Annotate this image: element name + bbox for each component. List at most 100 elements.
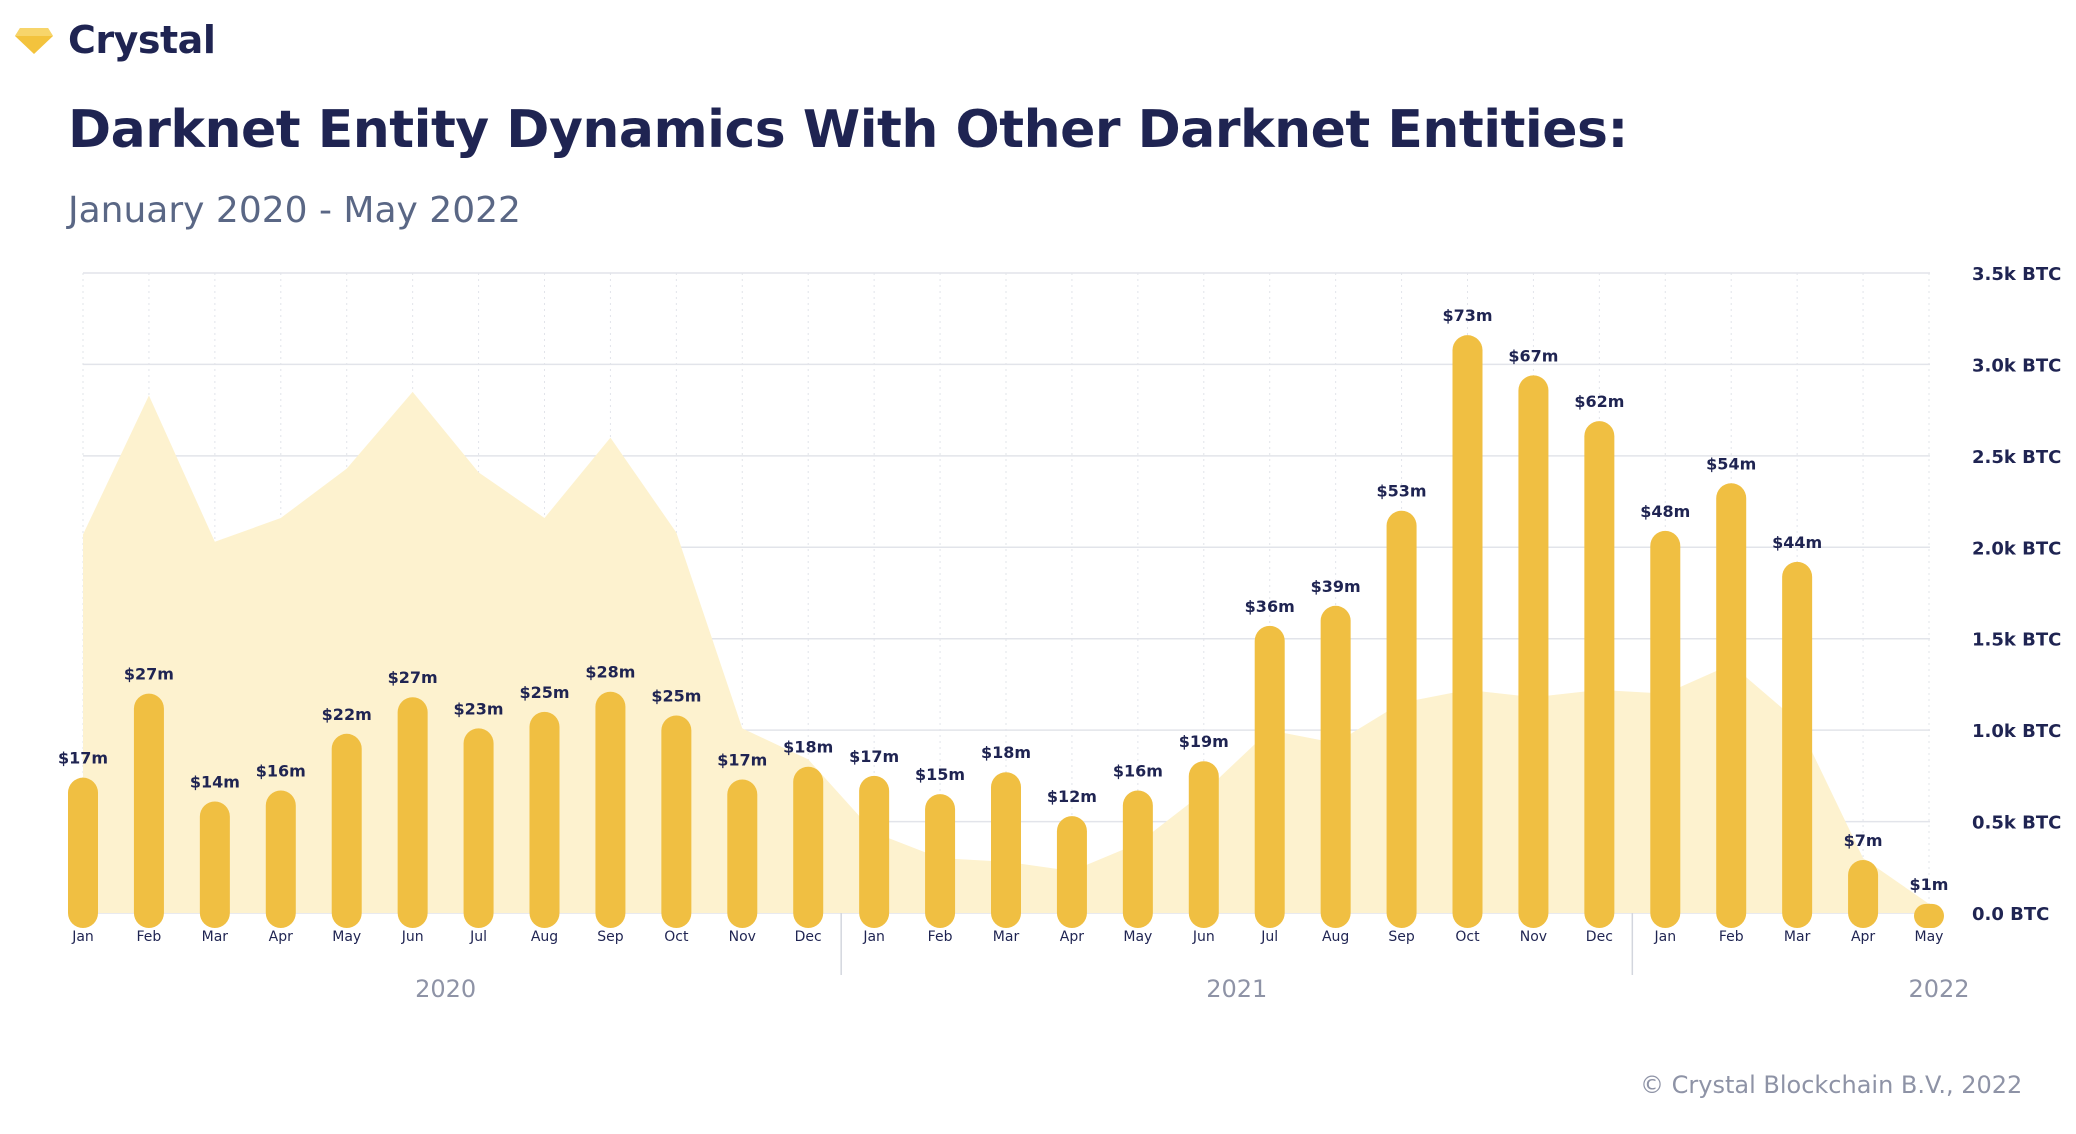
bar-value-label: $36m (1245, 597, 1295, 616)
bar (331, 733, 362, 928)
year-label: 2021 (1206, 975, 1267, 1003)
bar (1650, 530, 1681, 928)
bar-value-label: $16m (1113, 761, 1163, 780)
bar (1914, 903, 1944, 928)
bar-value-label: $62m (1574, 392, 1624, 411)
x-tick-label: Aug (1322, 929, 1349, 945)
bar (463, 728, 494, 928)
bar (265, 790, 296, 928)
bar (661, 715, 692, 928)
x-tick-label: Nov (1520, 929, 1547, 945)
page-title: Darknet Entity Dynamics With Other Darkn… (68, 100, 1628, 160)
bar-value-label: $15m (915, 765, 965, 784)
x-tick-label: Sep (1388, 929, 1415, 945)
brand-logo: Crystal (14, 18, 216, 62)
year-label: 2022 (1908, 975, 1969, 1003)
bar-value-label: $16m (256, 761, 306, 780)
bar (991, 772, 1021, 928)
bar-value-label: $1m (1910, 875, 1949, 894)
bar-value-label: $39m (1311, 577, 1361, 596)
bar-value-label: $53m (1377, 482, 1427, 501)
bar (1056, 816, 1087, 928)
x-tick-label: Jan (1653, 929, 1676, 945)
x-tick-label: May (1915, 929, 1944, 945)
bar-value-label: $54m (1706, 454, 1756, 473)
x-tick-label: Jul (469, 929, 487, 945)
bar-layer (68, 335, 1944, 929)
bar (133, 693, 164, 928)
bar-value-label: $48m (1640, 502, 1690, 521)
bar-value-label: $44m (1772, 533, 1822, 552)
bar-value-label: $17m (717, 751, 767, 770)
x-tick-label: May (332, 929, 361, 945)
x-tick-label: Mar (993, 929, 1020, 945)
x-tick-label: Apr (1060, 929, 1084, 945)
x-tick-label: Apr (1851, 929, 1875, 945)
axis-layer: 0.0 BTC 0.5k BTC 1.0k BTC 1.5k BTC 2.0k BTC 2… (71, 264, 2061, 1003)
y-tick-label: 1.0k BTC (1972, 721, 2061, 742)
x-tick-label: Jun (1192, 929, 1215, 945)
x-tick-label: Mar (1784, 929, 1811, 945)
x-tick-label: Sep (597, 929, 624, 945)
bar (1716, 483, 1747, 928)
bar (1188, 761, 1219, 928)
bar-value-label: $27m (124, 665, 174, 684)
bar (1782, 561, 1813, 928)
x-tick-label: Nov (729, 929, 756, 945)
bar-value-label: $12m (1047, 787, 1097, 806)
bar (727, 779, 758, 928)
y-tick-label: 1.5k BTC (1972, 630, 2061, 651)
bar-value-label: $18m (783, 738, 833, 757)
x-tick-label: Oct (1455, 929, 1480, 945)
bar-value-label: $28m (585, 663, 635, 682)
bar-value-label: $17m (58, 749, 108, 768)
y-tick-label: 2.0k BTC (1972, 538, 2061, 559)
bar (1518, 375, 1549, 928)
bar-value-label: $25m (651, 687, 701, 706)
bar (793, 766, 824, 928)
x-tick-label: Jan (71, 929, 94, 945)
y-tick-label: 2.5k BTC (1972, 447, 2061, 468)
bar (859, 775, 890, 928)
year-label: 2020 (415, 975, 476, 1003)
copyright-footer: © Crystal Blockchain B.V., 2022 (1640, 1071, 2023, 1099)
bar (1584, 421, 1615, 928)
bar (595, 691, 626, 928)
x-tick-label: Dec (795, 929, 822, 945)
x-tick-label: Jun (401, 929, 424, 945)
bar (1320, 605, 1351, 928)
bar (1452, 335, 1483, 929)
bar (68, 777, 98, 928)
bar-value-label: $23m (454, 699, 504, 718)
bar (397, 697, 428, 928)
bar (1254, 625, 1285, 928)
bar-value-label: $67m (1508, 346, 1558, 365)
bar-value-label: $14m (190, 772, 240, 791)
bar-value-label: $18m (981, 743, 1031, 762)
x-tick-label: May (1123, 929, 1152, 945)
bar-value-label: $17m (849, 747, 899, 766)
x-tick-label: Mar (202, 929, 229, 945)
x-tick-label: Apr (269, 929, 293, 945)
bar (1386, 510, 1417, 928)
y-tick-label: 3.0k BTC (1972, 355, 2061, 376)
y-tick-label: 3.5k BTC (1972, 264, 2061, 285)
bar-value-label: $19m (1179, 732, 1229, 751)
bar (1848, 859, 1879, 928)
bar-value-label: $25m (519, 683, 569, 702)
bar (1122, 790, 1153, 928)
bar-value-label: $22m (322, 705, 372, 724)
bar (529, 711, 560, 928)
label-layer: $17m $27m $14m $16m $22m $27m $23m $25m $28m $25m… (58, 306, 1949, 894)
x-tick-label: Feb (137, 929, 162, 945)
bar (199, 801, 230, 928)
x-tick-label: Dec (1586, 929, 1613, 945)
x-tick-label: Jul (1260, 929, 1278, 945)
y-tick-label: 0.5k BTC (1972, 813, 2061, 834)
page-subtitle: January 2020 - May 2022 (68, 190, 521, 231)
x-tick-label: Jan (862, 929, 885, 945)
bar-value-label: $27m (388, 668, 438, 687)
x-tick-label: Feb (928, 929, 953, 945)
x-tick-label: Aug (531, 929, 558, 945)
